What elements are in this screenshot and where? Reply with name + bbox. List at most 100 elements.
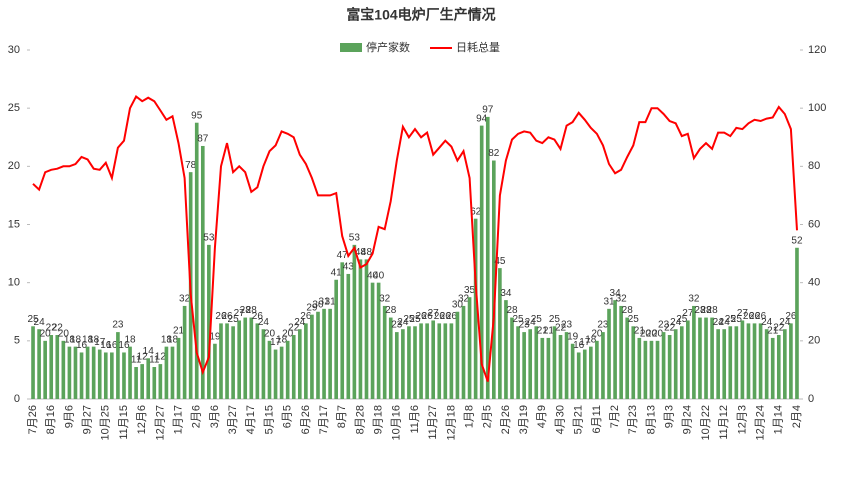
bar-value-label: 82 <box>488 148 500 159</box>
legend-label: 停产家数 <box>366 40 410 54</box>
bar <box>431 320 436 399</box>
line <box>32 94 798 382</box>
bar-value-label: 20 <box>264 328 276 339</box>
bar <box>91 346 96 399</box>
bar-value-label: 22 <box>52 323 64 334</box>
x-tick-label: 2月26 <box>500 405 512 434</box>
x-tick-label: 12月27 <box>154 405 166 440</box>
x-tick-label: 4月9 <box>536 405 548 428</box>
bar-value-label: 22 <box>288 323 300 334</box>
bar <box>576 352 581 399</box>
bar-value-label: 23 <box>658 320 670 331</box>
bar <box>322 308 326 399</box>
x-tick-label: 11月15 <box>118 405 130 440</box>
bar-value-label: 22 <box>664 323 676 334</box>
bar <box>776 335 781 399</box>
bar <box>213 343 217 399</box>
bar-value-label: 25 <box>531 314 543 325</box>
bar-value-label: 11 <box>149 355 160 366</box>
bar <box>346 273 351 399</box>
x-tick-label: 9月24 <box>682 405 694 434</box>
bar-value-label: 35 <box>464 285 476 296</box>
bar <box>291 335 296 399</box>
bar <box>146 358 151 399</box>
bar <box>686 320 690 399</box>
bar-value-label: 32 <box>179 294 191 305</box>
bar-value-label: 18 <box>585 334 597 345</box>
bar <box>134 367 138 399</box>
bar-value-label: 32 <box>688 294 700 305</box>
bar <box>316 311 320 399</box>
bar <box>407 326 411 399</box>
bar <box>570 343 575 399</box>
bar <box>43 340 47 399</box>
bar-value-label: 48 <box>361 247 373 258</box>
bar <box>110 352 114 399</box>
bar <box>243 317 248 399</box>
bar <box>140 364 144 399</box>
bar <box>31 326 35 399</box>
x-tick-label: 9月27 <box>82 405 94 434</box>
bar-value-label: 28 <box>240 305 252 316</box>
bar <box>194 122 199 399</box>
bar-value-label: 28 <box>246 305 258 316</box>
bar-value-label: 40 <box>367 270 379 281</box>
bar-value-label: 26 <box>440 311 452 322</box>
y-tick-label: 20 <box>8 160 20 172</box>
bar-value-label: 32 <box>616 294 628 305</box>
y2-tick-label: 100 <box>808 102 826 114</box>
bar-value-label: 29 <box>306 302 318 313</box>
x-tick-label: 1月14 <box>773 405 785 434</box>
bar <box>352 244 357 399</box>
bar-value-label: 16 <box>76 340 88 351</box>
bar-value-label: 28 <box>622 305 634 316</box>
bar <box>643 340 648 399</box>
x-tick-label: 8月13 <box>645 405 657 434</box>
bar <box>49 335 54 399</box>
bar-value-label: 97 <box>482 105 494 116</box>
bar <box>249 317 254 399</box>
bar <box>382 305 387 399</box>
bar <box>492 160 496 399</box>
bar <box>698 317 702 399</box>
bar-value-label: 25 <box>731 314 743 325</box>
bar <box>152 367 157 399</box>
bar <box>679 326 684 399</box>
bar-value-label: 17 <box>579 337 591 348</box>
y-tick-label: 25 <box>8 102 20 114</box>
bar-value-label: 12 <box>155 352 167 363</box>
x-tick-label: 9月3 <box>664 405 676 428</box>
bar-value-label: 17 <box>270 337 282 348</box>
bar <box>595 340 599 399</box>
bar <box>170 346 175 399</box>
bar-value-label: 24 <box>258 317 270 328</box>
bar-value-label: 25 <box>27 314 39 325</box>
bar-value-label: 27 <box>428 308 440 319</box>
y-tick-label: 0 <box>14 393 20 405</box>
x-tick-label: 3月6 <box>209 405 221 428</box>
bar <box>498 268 502 399</box>
bar <box>637 337 642 399</box>
bar <box>164 346 169 399</box>
bar <box>231 326 235 399</box>
bar-value-label: 18 <box>70 334 82 345</box>
bar <box>297 329 302 399</box>
bar-value-label: 20 <box>646 328 658 339</box>
bar-value-label: 32 <box>458 294 470 305</box>
x-tick-label: 5月15 <box>263 405 275 434</box>
bar <box>770 337 775 399</box>
bar-value-label: 95 <box>191 110 203 121</box>
bar-value-label: 25 <box>725 314 737 325</box>
legend-label: 日耗总量 <box>456 40 500 54</box>
bar-value-label: 25 <box>409 314 421 325</box>
bar <box>219 323 223 399</box>
bar-value-label: 25 <box>628 314 640 325</box>
bar <box>79 352 84 399</box>
bar <box>401 329 405 399</box>
y2-tick-label: 80 <box>808 160 820 172</box>
bar-value-label: 16 <box>118 340 130 351</box>
bar <box>461 305 466 399</box>
bar <box>589 346 593 399</box>
bar-value-label: 94 <box>476 113 488 124</box>
bar-value-label: 45 <box>494 256 506 267</box>
